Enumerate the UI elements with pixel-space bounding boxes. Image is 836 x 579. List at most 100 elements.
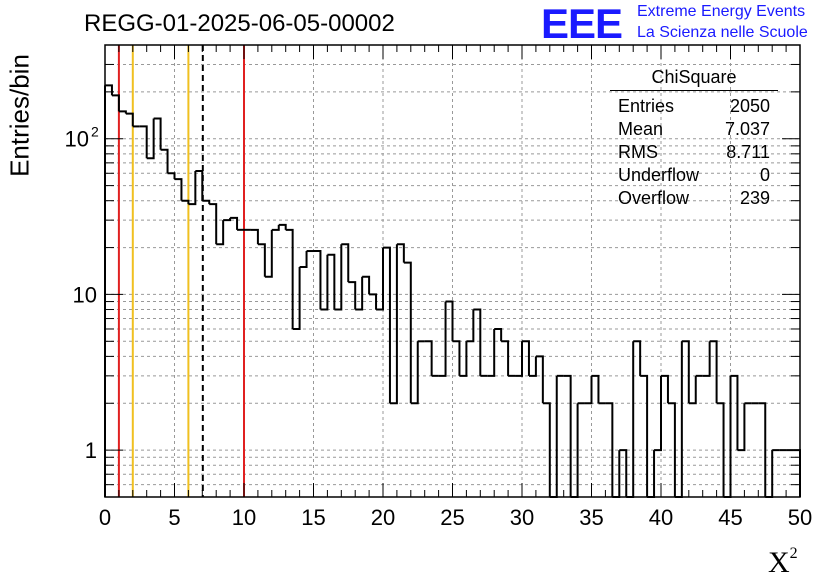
histogram-bin [341,243,350,283]
histogram-bin [688,375,697,405]
histogram-bin [438,301,447,377]
histogram-bin [383,246,391,404]
histogram-bin [716,402,725,497]
histogram-bin [633,340,642,376]
histogram-bin [605,402,614,497]
histogram-bin [355,276,364,311]
y-tick-label-exponent: 2 [91,124,99,140]
stats-label: Mean [618,119,664,139]
histogram-bin [681,340,690,404]
histogram-bin [223,217,232,222]
histogram-bin [667,402,676,497]
x-tick-label: 25 [440,505,464,530]
histogram-bin [153,117,162,150]
histogram-bin [709,340,718,404]
histogram-bin [257,243,266,277]
x-tick-label: 50 [788,505,812,530]
stats-value: 7.037 [724,119,770,139]
histogram-bin [549,375,558,498]
histogram-bin [348,281,357,310]
y-axis-label: Entries/bin [4,54,35,177]
histogram-bin [285,228,294,329]
histogram-bin [515,341,523,377]
histogram-bin [702,341,711,377]
x-tick-label: 10 [232,505,256,530]
x-tick-label: 20 [371,505,395,530]
histogram-bin [563,374,572,497]
stats-value: 239 [739,188,770,208]
histogram-bin [654,375,662,452]
x-tick-label: 40 [649,505,673,530]
histogram-bin [174,178,183,201]
histogram-bin [466,309,475,343]
histogram-bin [473,308,482,376]
histogram-bin [445,300,454,342]
histogram-bin [209,203,218,245]
histogram-bin [640,374,649,497]
x-tick-label: 0 [99,505,111,530]
histogram-bin [334,244,343,311]
histogram-bin [320,254,329,311]
histogram-bin [459,341,468,377]
histogram-bin [216,220,225,246]
histogram-bin [146,118,155,160]
histogram-bin [139,125,148,159]
marker-lines [117,45,245,497]
x-axis-label: X2 [768,538,798,579]
axes [104,44,801,498]
histogram-bin [758,402,767,497]
y-tick-label: 10 [65,127,89,152]
stats-label: Underflow [618,165,700,185]
histogram-bin [723,375,732,498]
y-tick-label: 10 [73,282,97,307]
y-tick-label: 1 [85,438,97,463]
histogram-bin [619,449,628,497]
eee-logo: EEE [541,0,623,47]
stats-title: ChiSquare [610,66,778,91]
histogram-bin [535,355,544,404]
stats-box: ChiSquare Entries 2050 Mean 7.037 RMS 8.… [610,66,778,210]
stats-value: 8.711 [726,142,770,162]
histogram-bin [250,228,259,245]
histogram-bin [167,172,176,180]
histogram-bin [160,148,169,174]
stats-label: RMS [618,142,658,162]
histogram-bin [494,327,503,342]
histogram-bin [299,251,308,269]
plot-title: REGG-01-2025-06-05-00002 [84,10,395,37]
histogram-bin [522,340,530,376]
x-tick-label: 15 [301,505,325,530]
stats-row-rms: RMS 8.711 [610,141,778,164]
histogram-bin [278,223,287,230]
x-tick-label: 35 [579,505,603,530]
stats-row-entries: Entries 2050 [610,95,778,118]
histogram-bin [181,199,190,205]
x-axis-label-base: X [768,546,790,579]
histogram-bin [626,341,635,498]
histogram-bin [528,356,537,377]
grid [104,44,801,498]
histogram-bin [737,403,746,452]
stats-row-underflow: Underflow 0 [610,164,778,187]
histogram-bin [125,112,134,127]
logo-subtitle-2: La Scienza nelle Scuole [637,24,808,41]
histogram-bin [396,243,405,263]
histogram-bin [292,267,301,330]
histogram-bin [501,340,510,376]
histogram-bin [271,224,280,231]
histogram-bin [327,253,336,310]
histogram-bin [362,275,371,295]
stats-label: Entries [618,96,675,116]
histogram-bin [661,374,669,404]
histogram-bin [230,216,239,230]
histogram-bin [591,374,600,404]
histogram-bin [369,293,378,310]
histogram-bin [188,171,197,206]
x-tick-label: 30 [510,505,534,530]
stats-row-mean: Mean 7.037 [610,118,778,141]
histogram-bin [424,340,433,376]
stats-label: Overflow [618,188,690,208]
x-tick-label: 45 [718,505,742,530]
x-axis-label-superscript: 2 [789,545,798,562]
